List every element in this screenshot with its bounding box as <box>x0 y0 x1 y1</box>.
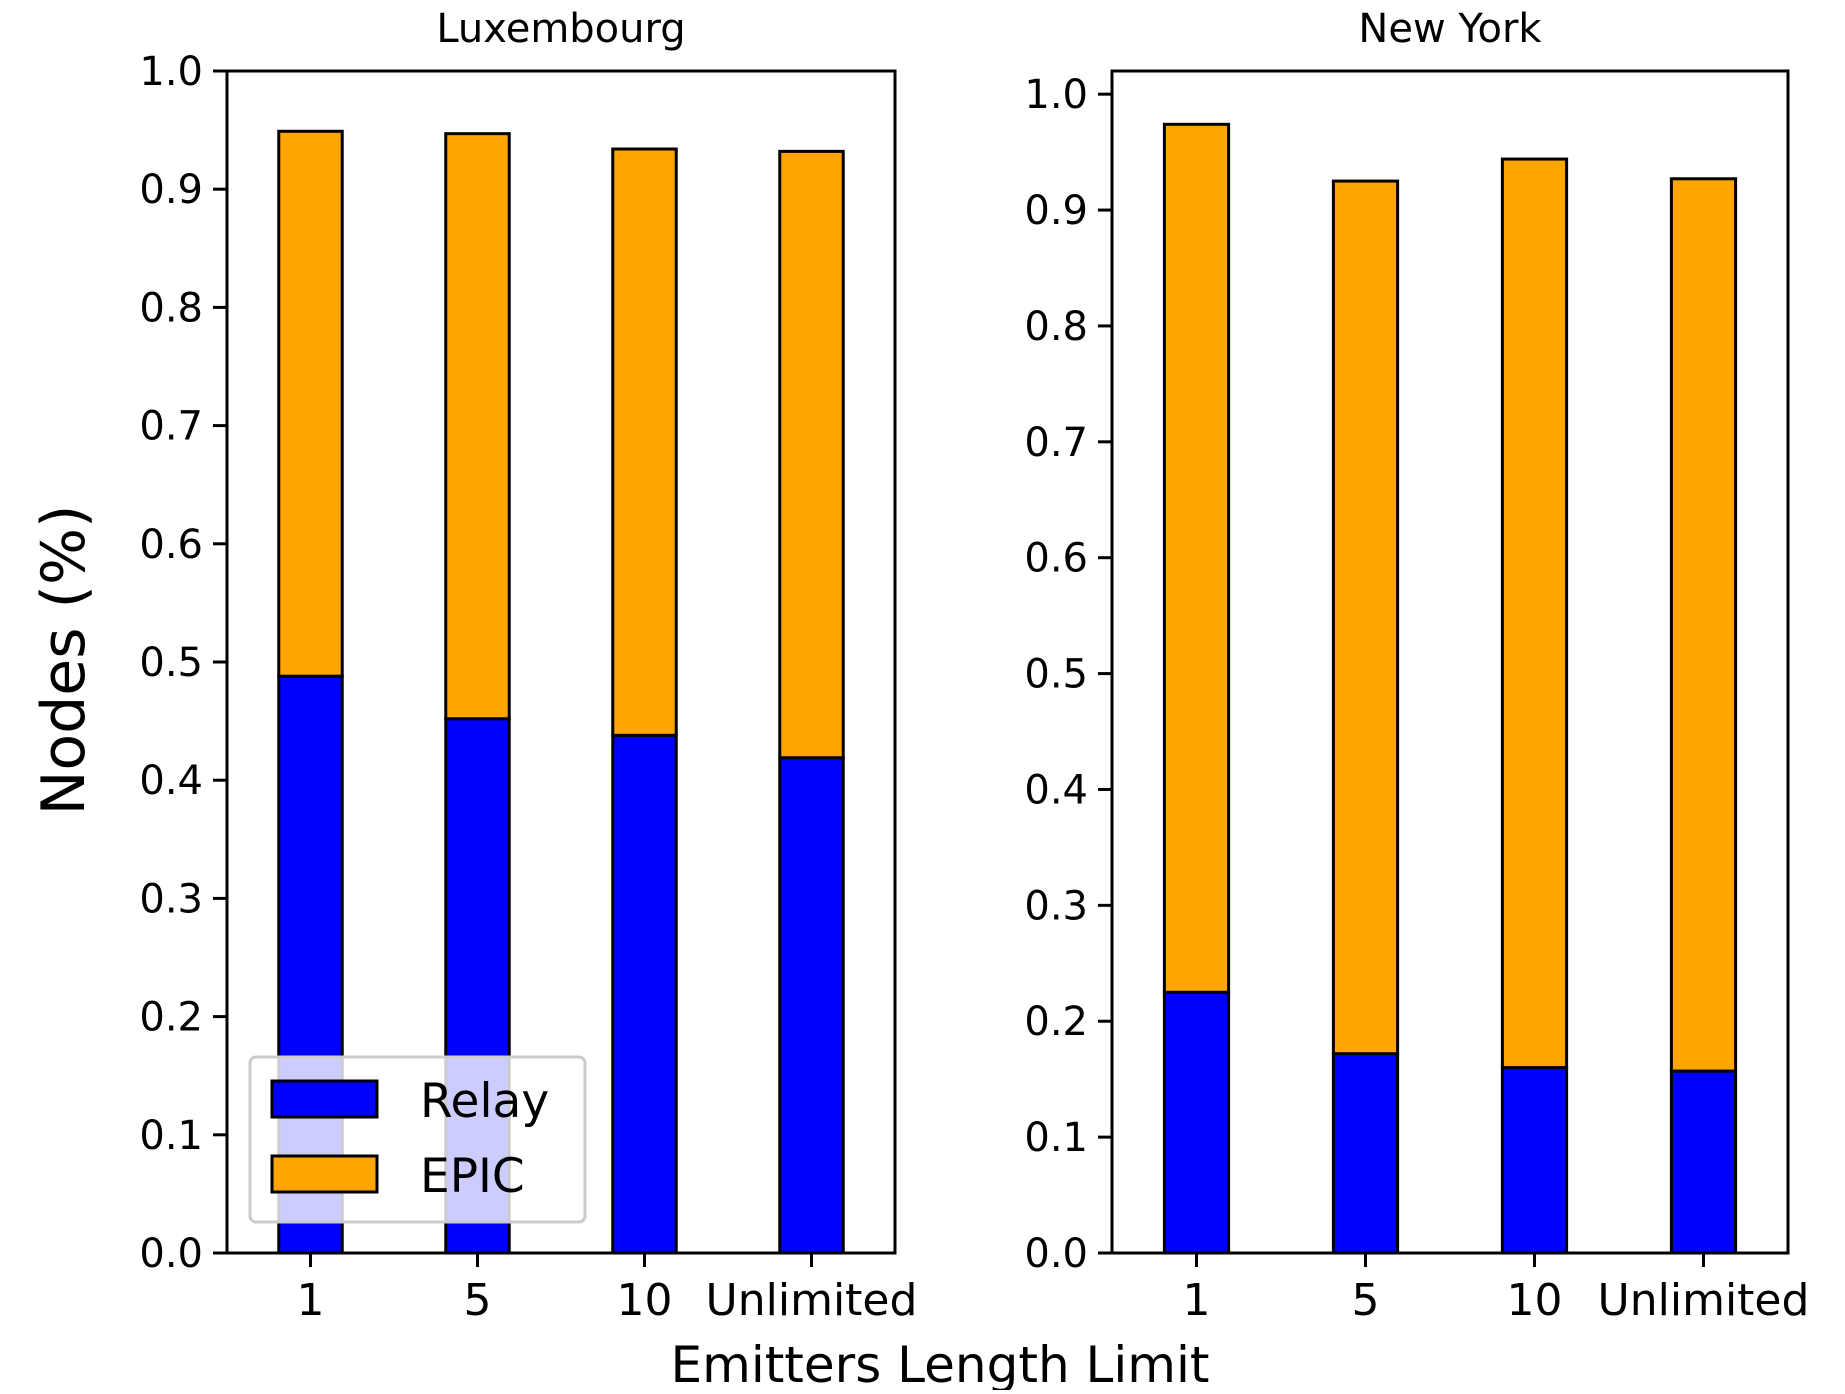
luxembourg-y-tick-label: 0.5 <box>139 640 203 686</box>
new-york-bar-epic-10 <box>1500 157 1569 1070</box>
legend: Relay EPIC <box>248 1055 587 1224</box>
luxembourg-y-tick-label: 1.0 <box>139 49 203 95</box>
luxembourg-bar-epic-1 <box>277 129 344 678</box>
luxembourg-title: Luxembourg <box>436 6 685 52</box>
new-york-bar-epic-unlimited <box>1669 177 1738 1073</box>
new-york-x-tick-label: 5 <box>1352 1275 1380 1326</box>
luxembourg-y-tick-label: 0.2 <box>139 995 203 1041</box>
luxembourg-x-tick-label: 1 <box>297 1275 325 1326</box>
legend-label-epic: EPIC <box>420 1149 525 1204</box>
luxembourg-bar-epic-unlimited <box>778 149 845 760</box>
new-york-y-tick-label: 0.9 <box>1024 188 1088 234</box>
new-york-bar-epic-5 <box>1331 179 1400 1056</box>
new-york-y-tick-label: 0.0 <box>1024 1231 1088 1277</box>
new-york-y-tick-label: 0.1 <box>1024 1115 1088 1161</box>
legend-label-relay: Relay <box>420 1074 549 1129</box>
luxembourg-y-tick-label: 0.7 <box>139 404 203 450</box>
new-york-y-tick-label: 0.8 <box>1024 304 1088 350</box>
new-york-bar-epic-1 <box>1162 122 1231 994</box>
luxembourg-y-tick-label: 0.4 <box>139 758 203 804</box>
new-york-bar-relay-unlimited <box>1669 1069 1738 1255</box>
new-york-x-tick-label: Unlimited <box>1598 1275 1810 1326</box>
new-york-x-tick-label: 10 <box>1507 1275 1563 1326</box>
new-york-y-tick-label: 0.5 <box>1024 652 1088 698</box>
new-york-x-tick-label: 1 <box>1183 1275 1211 1326</box>
luxembourg-y-tick-label: 0.9 <box>139 167 203 213</box>
new-york-y-tick-label: 0.3 <box>1024 883 1088 929</box>
luxembourg-y-tick-label: 0.6 <box>139 522 203 568</box>
luxembourg-bar-epic-10 <box>611 147 678 737</box>
new-york-title: New York <box>1358 6 1542 52</box>
new-york-axes-frame <box>1110 69 1790 1255</box>
luxembourg-y-tick-label: 0.8 <box>139 285 203 331</box>
new-york-y-tick-label: 0.2 <box>1024 999 1088 1045</box>
new-york-y-tick-label: 0.7 <box>1024 420 1088 466</box>
x-axis-label: Emitters Length Limit <box>671 1336 1210 1390</box>
new-york-bar-relay-10 <box>1500 1066 1569 1255</box>
panel-new-york: 0.0 0.1 0.2 0.3 0.4 0.5 0.6 0.7 0.8 0.9 1.0 1 5 10 Unl… <box>1024 6 1809 1326</box>
luxembourg-x-tick-label: Unlimited <box>706 1275 918 1326</box>
luxembourg-x-tick-label: 10 <box>617 1275 673 1326</box>
y-axis-label: Nodes (%) <box>29 505 99 816</box>
new-york-y-tick-label: 0.4 <box>1024 767 1088 813</box>
new-york-bar-relay-1 <box>1162 990 1231 1255</box>
luxembourg-bar-relay-unlimited <box>778 756 845 1255</box>
legend-swatch-epic <box>270 1154 379 1194</box>
new-york-bar-relay-5 <box>1331 1052 1400 1255</box>
new-york-y-tick-label: 0.6 <box>1024 536 1088 582</box>
luxembourg-bar-epic-5 <box>444 132 511 721</box>
luxembourg-y-tick-label: 0.0 <box>139 1231 203 1277</box>
luxembourg-bar-relay-10 <box>611 733 678 1255</box>
panel-luxembourg: 0.0 0.1 0.2 0.3 0.4 0.5 0.6 0.7 0.8 0.9 1.0 1 5 10 Unl… <box>139 6 917 1326</box>
luxembourg-y-tick-label: 0.1 <box>139 1113 203 1159</box>
luxembourg-y-tick-label: 0.3 <box>139 876 203 922</box>
legend-swatch-relay <box>270 1079 379 1119</box>
new-york-y-tick-label: 1.0 <box>1024 72 1088 118</box>
luxembourg-x-tick-label: 5 <box>464 1275 492 1326</box>
